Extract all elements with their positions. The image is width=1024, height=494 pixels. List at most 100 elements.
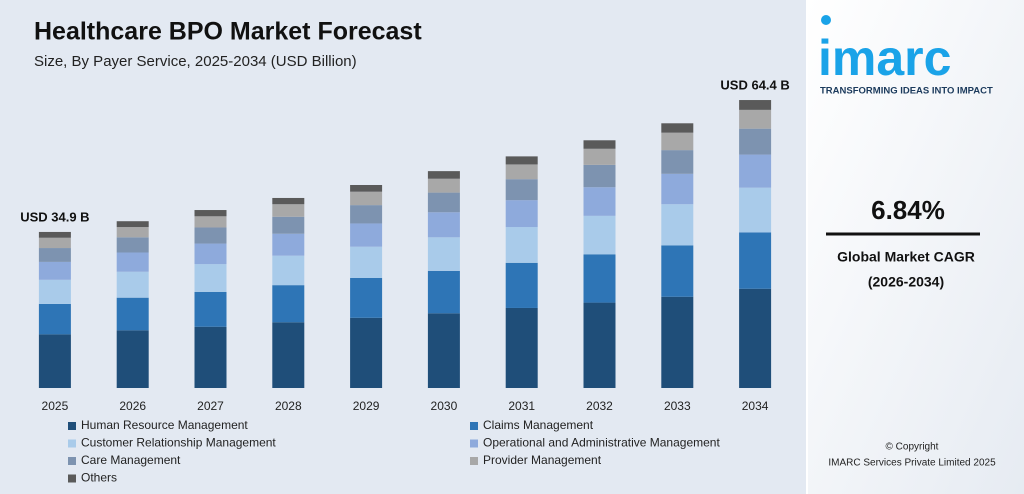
bar-segment (739, 100, 772, 110)
bar-segment (427, 192, 460, 213)
bar-segment (194, 216, 227, 228)
bar-segment (661, 123, 694, 133)
bar-segment (272, 322, 305, 388)
bar-segment (116, 237, 149, 253)
bar-segment (583, 215, 616, 255)
bar-segment (505, 156, 538, 165)
bar-segment (350, 278, 383, 318)
legend-swatch (470, 439, 478, 448)
legend-label: Operational and Administrative Managemen… (483, 436, 720, 450)
bar-segment (116, 297, 149, 331)
bar-segment (194, 210, 227, 217)
bar-segment (739, 187, 772, 233)
legend-label: Provider Management (483, 453, 602, 467)
bar-segment (38, 237, 71, 249)
cagr-label: Global Market CAGR (837, 249, 975, 265)
bar-segment (427, 270, 460, 314)
legend-label: Care Management (81, 453, 181, 467)
side-panel (808, 0, 1024, 494)
bar-segment (272, 216, 305, 234)
legend-swatch (470, 422, 478, 430)
bar-segment (350, 317, 383, 388)
bar-segment (427, 178, 460, 193)
bar-segment (38, 248, 71, 262)
chart-title: Healthcare BPO Market Forecast (34, 18, 422, 46)
bar-segment (661, 204, 694, 246)
legend-swatch (68, 457, 76, 465)
bar-segment (350, 191, 383, 206)
bar-segment (661, 173, 694, 205)
bar-segment (739, 154, 772, 188)
bar-segment (505, 200, 538, 228)
bar-segment (272, 197, 305, 205)
x-tick-label: 2030 (431, 399, 458, 413)
bar-segment (194, 326, 227, 388)
annotation: USD 64.4 B (720, 77, 789, 92)
tagline: TRANSFORMING IDEAS INTO IMPACT (820, 86, 993, 97)
bar-segment (739, 128, 772, 155)
bar-segment (583, 302, 616, 388)
bar-segment (272, 255, 305, 286)
bar-segment (350, 246, 383, 279)
bar-segment (116, 271, 149, 298)
bar-segment (272, 285, 305, 323)
legend-swatch (68, 474, 76, 483)
bar-segment (583, 140, 616, 149)
chart-subtitle: Size, By Payer Service, 2025-2034 (USD B… (34, 53, 357, 70)
legend-swatch (68, 422, 76, 430)
annotation: USD 34.9 B (20, 209, 89, 224)
company: IMARC Services Private Limited 2025 (828, 458, 996, 469)
bar-segment (505, 227, 538, 263)
x-tick-label: 2027 (197, 399, 224, 413)
bar-segment (272, 204, 305, 217)
bar-segment (661, 245, 694, 297)
bar-segment (38, 231, 71, 238)
bar-segment (116, 227, 149, 238)
logo-dot (821, 15, 831, 25)
bar-segment (350, 184, 383, 192)
bar-segment (583, 187, 616, 216)
bar-segment (194, 227, 227, 244)
bar-segment (38, 334, 71, 388)
bar-segment (272, 233, 305, 256)
bar-segment (739, 288, 772, 388)
bar-segment (427, 212, 460, 238)
cagr-value: 6.84% (871, 195, 945, 225)
bar-segment (427, 313, 460, 388)
x-tick-label: 2028 (275, 399, 302, 413)
bar-segment (116, 221, 149, 228)
x-tick-label: 2025 (42, 399, 69, 413)
bar-segment (427, 171, 460, 179)
bar-segment (38, 303, 71, 335)
x-tick-label: 2026 (119, 399, 146, 413)
x-tick-label: 2032 (586, 399, 613, 413)
bar-segment (505, 179, 538, 201)
legend-label: Others (81, 471, 117, 485)
x-tick-label: 2034 (742, 399, 769, 413)
bar-segment (194, 291, 227, 327)
legend-swatch (68, 439, 76, 448)
bar-segment (116, 330, 149, 388)
bar-segment (739, 232, 772, 289)
bar-segment (38, 261, 71, 280)
bar-segment (505, 164, 538, 180)
legend-label: Human Resource Management (81, 418, 248, 432)
bar-segment (661, 132, 694, 151)
bar-segment (583, 164, 616, 188)
x-tick-label: 2033 (664, 399, 691, 413)
legend-swatch (470, 457, 478, 465)
bar-segment (661, 296, 694, 388)
bar-segment (505, 262, 538, 308)
bar-segment (661, 150, 694, 174)
bar-segment (116, 252, 149, 272)
bar-segment (350, 205, 383, 224)
bar-segment (583, 148, 616, 165)
bar-segment (350, 223, 383, 247)
legend-label: Customer Relationship Management (81, 436, 276, 450)
bar-segment (739, 109, 772, 129)
x-tick-label: 2029 (353, 399, 380, 413)
copyright: © Copyright (886, 442, 939, 453)
bar-segment (194, 264, 227, 292)
